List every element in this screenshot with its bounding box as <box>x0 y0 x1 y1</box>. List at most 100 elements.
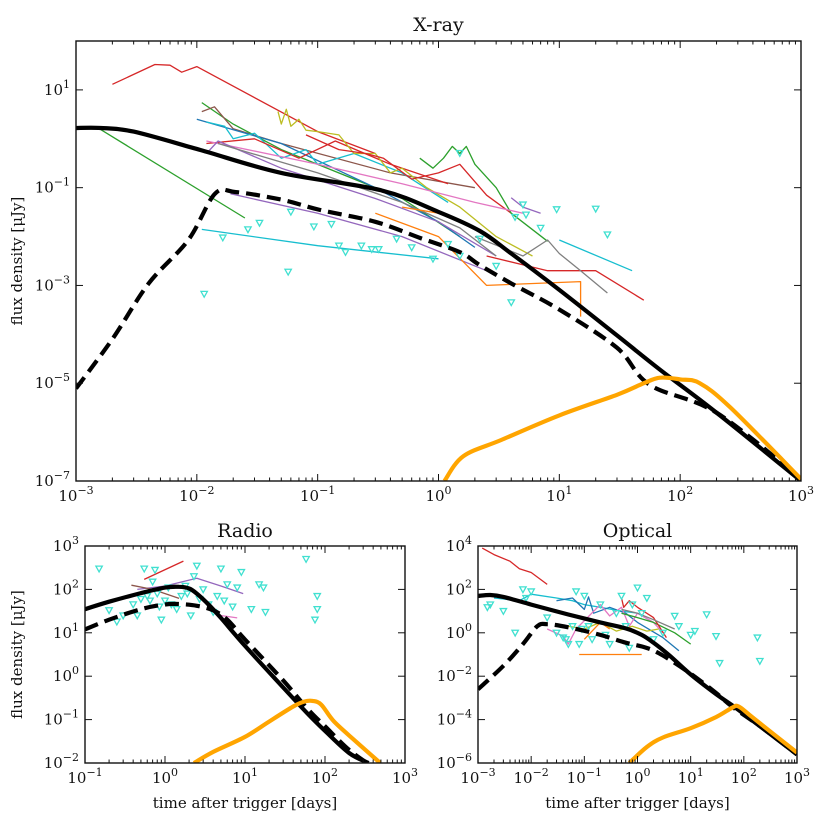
model-counterjet <box>192 698 382 763</box>
panel-optical: 10−3 10−2 10−1 100 101 102 103 10−6 10−4 10−2 100 1… <box>437 520 810 812</box>
upper-limit-marker <box>455 149 465 158</box>
observed-lightcurve <box>474 235 608 294</box>
upper-limit-marker <box>301 555 311 564</box>
upper-limit-marker <box>261 608 270 617</box>
upper-limit-marker <box>177 592 186 601</box>
upper-limit-marker <box>139 565 149 574</box>
upper-limit-marker <box>702 611 711 619</box>
upper-limit-marker <box>218 234 228 243</box>
upper-limit-marker <box>255 219 264 228</box>
upper-limit-marker <box>148 578 157 587</box>
x-tick-label: 10−1 <box>67 766 102 787</box>
upper-limit-marker <box>243 226 253 234</box>
upper-limit-marker <box>552 629 561 638</box>
upper-limit-marker <box>587 636 597 644</box>
y-tick-label: 103 <box>53 534 79 555</box>
upper-limit-marker <box>483 604 492 612</box>
upper-limit-marker <box>392 235 401 244</box>
x-tick-label: 103 <box>392 766 418 787</box>
x-tick-label: 10−2 <box>514 766 549 787</box>
upper-limit-marker <box>561 636 571 644</box>
observed-lightcurve <box>621 608 675 630</box>
observed-lightcurve <box>481 547 548 585</box>
upper-limit-marker <box>753 634 762 643</box>
observed-lightcurve <box>143 560 184 580</box>
y-tick-label: 10−2 <box>437 664 472 685</box>
x-tick-label: 100 <box>624 766 650 787</box>
chart-title: X-ray <box>413 14 464 36</box>
upper-limit-marker <box>104 607 114 615</box>
x-tick-label: 10−1 <box>300 484 335 505</box>
upper-limit-marker <box>603 231 612 240</box>
upper-limit-marker <box>637 609 647 618</box>
x-tick-label: 100 <box>152 766 178 787</box>
x-tick-label: 10−3 <box>58 484 93 505</box>
y-tick-label: 100 <box>446 621 472 642</box>
upper-limit-marker <box>580 592 589 601</box>
observed-lightcurve <box>137 577 244 595</box>
y-tick-label: 10−2 <box>44 751 79 772</box>
upper-limit-marker <box>475 235 485 244</box>
upper-limit-marker <box>145 597 155 606</box>
upper-limit-marker <box>755 657 765 666</box>
upper-limit-marker <box>407 244 416 252</box>
x-axis-label: time after trigger [days] <box>545 794 729 812</box>
x-tick-label: 10−1 <box>567 766 602 787</box>
upper-limit-marker <box>212 592 222 601</box>
upper-limit-marker <box>259 584 268 593</box>
upper-limit-marker <box>605 640 615 649</box>
upper-limit-marker <box>536 224 545 233</box>
upper-limit-marker <box>526 588 536 597</box>
axes-frame <box>84 545 406 764</box>
upper-limit-marker <box>552 206 561 214</box>
upper-limit-marker <box>357 242 366 251</box>
upper-limit-marker <box>571 588 581 597</box>
upper-limit-marker <box>670 612 679 621</box>
upper-limit-marker <box>157 616 166 625</box>
upper-limit-marker <box>612 609 621 618</box>
upper-limit-marker <box>633 584 642 593</box>
x-tick-label: 103 <box>784 766 810 787</box>
upper-limit-marker <box>216 565 226 574</box>
observed-lightcurve <box>493 593 654 623</box>
upper-limit-marker <box>617 592 626 601</box>
chart-title: Optical <box>603 520 673 542</box>
observed-lightcurve <box>206 121 449 203</box>
upper-limit-marker <box>624 644 634 653</box>
y-tick-label: 10−4 <box>437 708 472 729</box>
upper-limit-marker <box>558 634 568 643</box>
x-tick-label: 10−3 <box>460 766 495 787</box>
x-tick-label: 102 <box>667 484 693 505</box>
upper-limit-marker <box>312 605 322 614</box>
y-tick-label: 104 <box>446 534 472 555</box>
upper-limit-marker <box>564 640 573 649</box>
upper-limit-marker <box>232 584 242 593</box>
observed-lightcurve <box>559 239 633 272</box>
model-counterjet <box>442 375 801 481</box>
observed-lightcurve <box>201 228 439 260</box>
model-component <box>76 187 801 481</box>
upper-limit-marker <box>518 586 528 594</box>
y-tick-label: 100 <box>53 664 79 685</box>
y-tick-label: 10−7 <box>35 469 70 490</box>
upper-limit-marker <box>283 268 293 277</box>
upper-limit-marker <box>186 612 196 621</box>
upper-limit-marker <box>150 566 160 575</box>
upper-limit-marker <box>310 616 320 625</box>
axes-frame <box>75 40 802 482</box>
model-total <box>85 584 370 763</box>
upper-limit-marker <box>686 631 695 640</box>
upper-limit-marker <box>341 248 350 257</box>
y-tick-label: 10−3 <box>35 273 70 294</box>
upper-limit-marker <box>690 627 700 636</box>
x-tick-label: 100 <box>425 484 451 505</box>
upper-limit-marker <box>182 590 192 599</box>
upper-limit-marker <box>499 607 508 616</box>
y-tick-label: 102 <box>53 577 79 598</box>
y-tick-label: 101 <box>44 78 70 99</box>
upper-limit-marker <box>286 208 296 217</box>
upper-limit-marker <box>132 612 142 621</box>
upper-limit-marker <box>128 601 138 609</box>
